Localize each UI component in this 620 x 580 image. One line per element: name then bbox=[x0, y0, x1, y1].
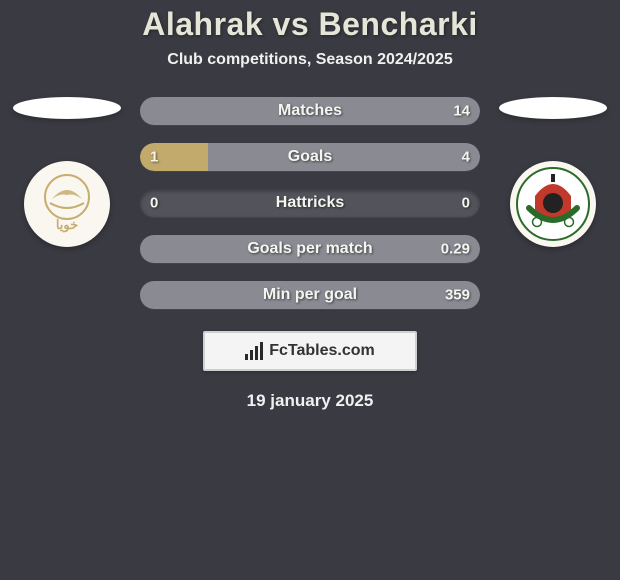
fctables-icon bbox=[245, 342, 263, 360]
main-row: خويا Matches14Goals14Hattricks00Goals pe… bbox=[0, 97, 620, 309]
branding-badge[interactable]: FcTables.com bbox=[203, 331, 417, 371]
stat-bar-label: Goals per match bbox=[247, 240, 372, 258]
stat-bar: Goals per match 0.29 bbox=[140, 235, 480, 263]
stat-bar: Min per goal 359 bbox=[140, 281, 480, 309]
stat-bar-right-value: 0 bbox=[462, 195, 470, 212]
page-title: Alahrak vs Bencharki bbox=[142, 6, 478, 43]
branding-label: FcTables.com bbox=[269, 342, 375, 360]
stat-bar-left-value: 0 bbox=[150, 195, 158, 212]
right-player-halo bbox=[499, 97, 607, 119]
left-side-column: خويا bbox=[12, 97, 122, 247]
page-subtitle: Club competitions, Season 2024/2025 bbox=[167, 51, 452, 69]
stat-bar-right-value: 359 bbox=[445, 287, 470, 304]
comparison-card: Alahrak vs Bencharki Club competitions, … bbox=[0, 0, 620, 411]
stat-bar-label: Hattricks bbox=[276, 194, 344, 212]
stats-bars-column: Matches14Goals14Hattricks00Goals per mat… bbox=[140, 97, 480, 309]
stat-bar-label: Goals bbox=[288, 148, 332, 166]
stat-bar: Goals 1 4 bbox=[140, 143, 480, 171]
stat-bar-label: Matches bbox=[278, 102, 342, 120]
right-club-logo bbox=[510, 161, 596, 247]
stat-bar-right-value: 14 bbox=[453, 103, 470, 120]
stat-bar: Hattricks 0 0 bbox=[140, 189, 480, 217]
right-club-svg bbox=[515, 166, 591, 242]
stat-bar-left-value: 1 bbox=[150, 149, 158, 166]
stat-bar-right-value: 4 bbox=[462, 149, 470, 166]
left-player-halo bbox=[13, 97, 121, 119]
stat-bar: Matches 14 bbox=[140, 97, 480, 125]
svg-text:خويا: خويا bbox=[56, 217, 78, 233]
right-side-column bbox=[498, 97, 608, 247]
left-club-logo: خويا bbox=[24, 161, 110, 247]
stat-bar-label: Min per goal bbox=[263, 286, 357, 304]
left-club-svg: خويا bbox=[32, 169, 102, 239]
footer-date: 19 january 2025 bbox=[247, 391, 374, 411]
stat-bar-right-fill bbox=[208, 143, 480, 171]
stat-bar-right-value: 0.29 bbox=[441, 241, 470, 258]
